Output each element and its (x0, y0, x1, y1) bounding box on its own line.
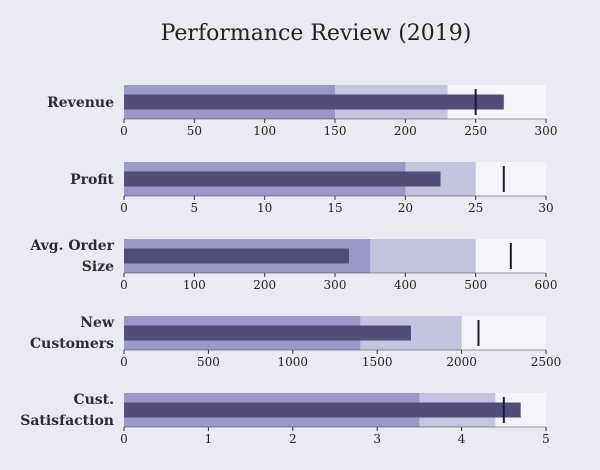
measure-bar (124, 325, 411, 341)
x-tick-label: 5 (542, 432, 550, 446)
x-tick-label: 30 (538, 201, 553, 215)
x-tick-label: 50 (187, 124, 202, 138)
x-tick-label: 200 (253, 278, 276, 292)
measure-bar (124, 402, 521, 418)
bullet-label: Profit (70, 172, 114, 188)
x-tick-label: 500 (197, 355, 220, 369)
x-tick-label: 500 (464, 278, 487, 292)
bullet-label: Cust. (73, 392, 114, 408)
x-tick-label: 2 (289, 432, 297, 446)
x-tick-label: 0 (120, 278, 128, 292)
x-tick-label: 20 (398, 201, 413, 215)
x-tick-label: 5 (191, 201, 199, 215)
x-tick-label: 300 (535, 124, 558, 138)
bullet-label: Satisfaction (20, 413, 114, 429)
measure-bar (124, 248, 350, 264)
x-tick-label: 15 (327, 201, 342, 215)
x-tick-label: 100 (253, 124, 276, 138)
bullet-label: Revenue (47, 95, 114, 111)
x-tick-label: 4 (458, 432, 466, 446)
bullet-label: Customers (30, 336, 114, 352)
measure-bar (124, 94, 504, 110)
measure-bar (124, 171, 441, 187)
bullet-row: 0 50 100 150 200 250 300 Revenue (47, 85, 557, 138)
x-tick-label: 2500 (531, 355, 562, 369)
x-tick-label: 250 (464, 124, 487, 138)
bullet-label: New (80, 315, 115, 331)
bullet-row: 0 5 10 15 20 25 30 Profit (70, 162, 554, 215)
x-tick-label: 400 (394, 278, 417, 292)
x-tick-label: 0 (120, 355, 128, 369)
x-tick-label: 1500 (362, 355, 393, 369)
x-tick-label: 25 (468, 201, 483, 215)
bullet-row: 0 1 2 3 4 5 Cust. Satisfaction (20, 392, 550, 446)
x-tick-label: 0 (120, 201, 128, 215)
x-tick-label: 10 (257, 201, 272, 215)
x-tick-label: 150 (324, 124, 347, 138)
bullet-row: 0 100 200 300 400 500 600 Avg. Order Size (29, 238, 557, 292)
bullet-label: Size (82, 259, 114, 275)
x-tick-label: 0 (120, 432, 128, 446)
x-tick-label: 600 (535, 278, 558, 292)
x-tick-label: 0 (120, 124, 128, 138)
x-tick-label: 100 (183, 278, 206, 292)
x-tick-label: 2000 (446, 355, 477, 369)
x-tick-label: 200 (394, 124, 417, 138)
x-tick-label: 300 (324, 278, 347, 292)
bullet-row: 0 500 1000 1500 2000 2500 New Customers (30, 315, 561, 369)
bullet-label: Avg. Order (29, 238, 114, 254)
x-tick-label: 3 (373, 432, 381, 446)
chart-title: Performance Review (2019) (161, 21, 472, 46)
x-tick-label: 1 (205, 432, 213, 446)
x-tick-label: 1000 (278, 355, 309, 369)
